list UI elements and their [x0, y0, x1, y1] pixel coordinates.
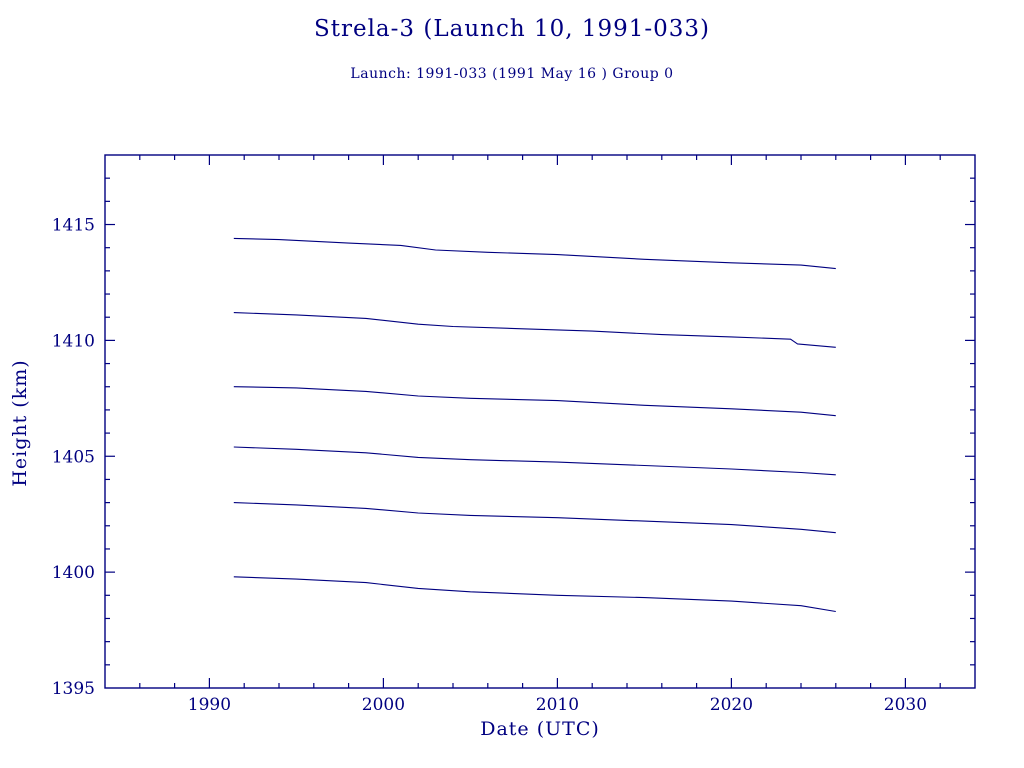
series-line-satellite-4: [233, 446, 836, 476]
series-line-satellite-6: [233, 576, 836, 613]
y-tick-label: 1400: [52, 563, 95, 583]
series-line-satellite-1: [233, 237, 836, 270]
series-line-satellite-5: [233, 502, 836, 534]
x-tick-label: 2020: [710, 695, 753, 715]
y-tick-label: 1415: [52, 216, 95, 236]
y-tick-label: 1410: [52, 331, 95, 351]
plot-frame: [104, 154, 976, 689]
series-line-satellite-3: [233, 386, 836, 417]
chart-title: Strela-3 (Launch 10, 1991-033): [313, 16, 711, 42]
x-axis-label: Date (UTC): [480, 718, 600, 740]
chart-subtitle: Launch: 1991-033 (1991 May 16 ) Group 0: [350, 66, 674, 82]
x-tick-label: 2030: [884, 695, 927, 715]
y-tick-label: 1395: [52, 679, 95, 699]
series-line-satellite-2: [233, 312, 836, 348]
x-tick-label: 2000: [362, 695, 405, 715]
x-tick-label: 2010: [536, 695, 579, 715]
x-tick-label: 1990: [188, 695, 231, 715]
y-tick-label: 1405: [52, 447, 95, 467]
